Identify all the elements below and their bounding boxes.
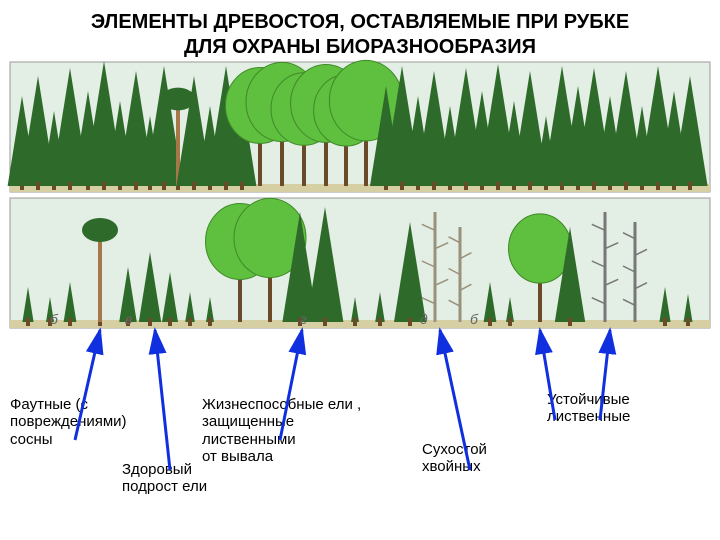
label-l1: Фаутные (сповреждениями)сосны (8, 395, 129, 449)
forest-diagram (20, 128, 720, 394)
label-l3: Жизнеспособные ели ,защищенныелиственным… (200, 395, 363, 466)
page-title: ЭЛЕМЕНТЫ ДРЕВОСТОЯ, ОСТАВЛЯЕМЫЕ ПРИ РУБК… (0, 0, 720, 66)
title-line-1: ЭЛЕМЕНТЫ ДРЕВОСТОЯ, ОСТАВЛЯЕМЫЕ ПРИ РУБК… (20, 10, 700, 35)
title-line-2: ДЛЯ ОХРАНЫ БИОРАЗНООБРАЗИЯ (20, 35, 700, 60)
label-l4: Сухостойхвойных (420, 440, 489, 477)
label-l2: Здоровыйподрост ели (120, 460, 209, 497)
label-l5: Устойчивыелиственные (545, 390, 632, 427)
